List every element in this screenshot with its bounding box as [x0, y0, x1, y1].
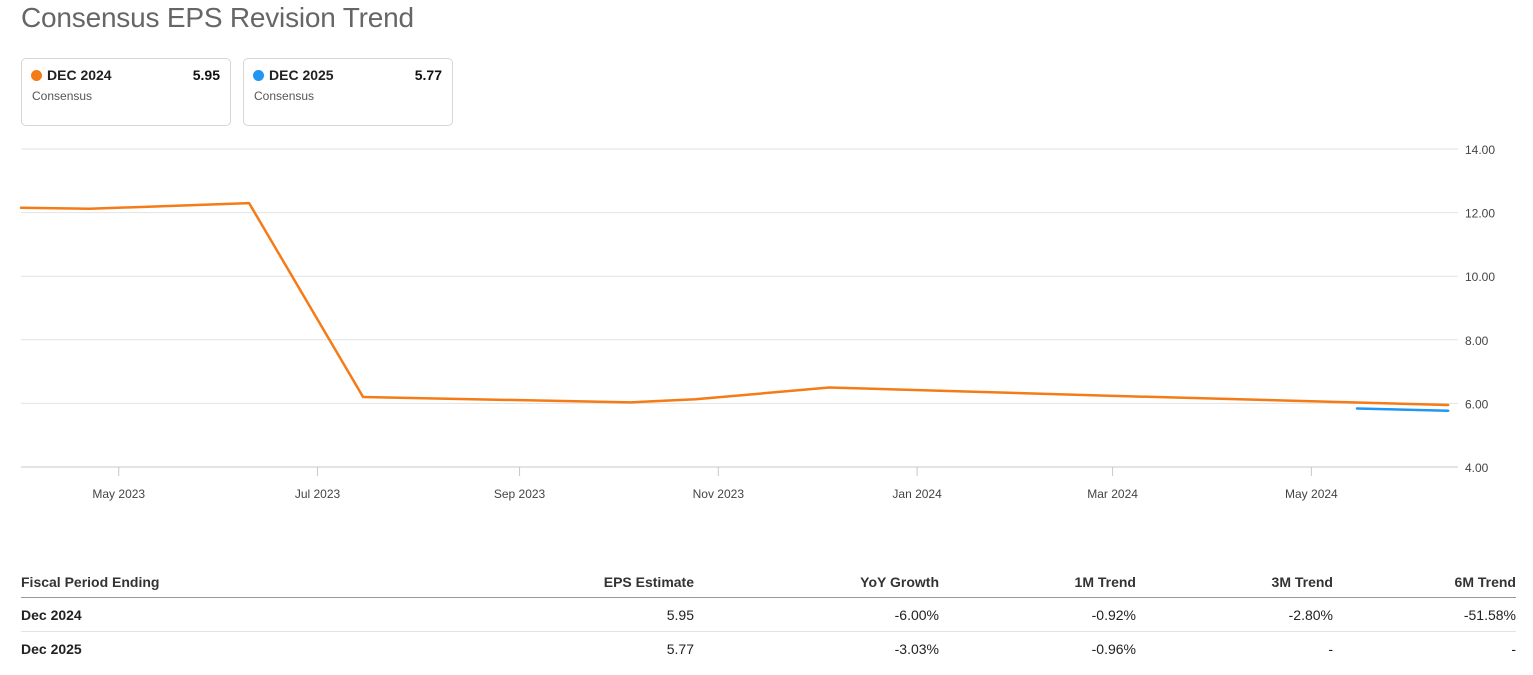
series-dot-icon: [253, 70, 264, 81]
trend-1m-cell: -0.92%: [939, 597, 1136, 632]
column-header[interactable]: 1M Trend: [939, 566, 1136, 598]
legend-period: DEC 2025: [269, 67, 334, 83]
y-tick-label: 8.00: [1465, 334, 1489, 348]
trend-3m-cell: -: [1328, 640, 1333, 657]
y-tick-label: 14.00: [1465, 143, 1495, 157]
eps-estimates-table: Fiscal Period Ending EPS Estimate YoY Gr…: [21, 566, 1516, 665]
period-cell: Dec 2025: [21, 640, 82, 657]
table-row: Dec 2024 5.95 -6.00% -0.92% -2.80% -51.5…: [21, 597, 1516, 632]
legend-value: 5.77: [414, 67, 442, 83]
y-tick-label: 6.00: [1465, 397, 1489, 411]
trend-6m-cell: -: [1511, 640, 1516, 657]
x-tick-label: Sep 2023: [494, 487, 546, 501]
x-tick-label: Nov 2023: [693, 487, 745, 501]
legend-sub: Consensus: [254, 89, 315, 103]
yoy-cell: -6.00%: [694, 597, 939, 632]
series-line-dec-2024: [19, 201, 1450, 407]
yoy-cell: -3.03%: [894, 640, 939, 657]
y-tick-label: 4.00: [1465, 461, 1489, 475]
table-header-row: Fiscal Period Ending EPS Estimate YoY Gr…: [21, 566, 1516, 598]
column-header[interactable]: 6M Trend: [1333, 566, 1516, 598]
column-header[interactable]: Fiscal Period Ending: [21, 566, 321, 598]
x-tick-label: Mar 2024: [1087, 487, 1138, 501]
legend-value: 5.95: [192, 67, 220, 83]
trend-3m-cell: -2.80%: [1136, 597, 1333, 632]
x-tick-label: Jan 2024: [892, 487, 942, 501]
eps-cell: 5.77: [666, 640, 694, 657]
x-tick-label: May 2024: [1285, 487, 1338, 501]
trend-6m-cell: -51.58%: [1333, 597, 1516, 632]
legend-sub: Consensus: [32, 89, 93, 103]
eps-cell: 5.95: [321, 597, 694, 632]
column-header[interactable]: EPS Estimate: [321, 566, 694, 598]
table-row: Dec 2025 5.77 -3.03% -0.96% - -: [21, 632, 1516, 666]
legend-card-dec-2024[interactable]: DEC 2024 5.95 Consensus: [21, 58, 231, 126]
y-tick-label: 10.00: [1465, 270, 1495, 284]
period-cell: Dec 2024: [21, 597, 321, 632]
legend-card-dec-2025[interactable]: DEC 2025 5.77 Consensus: [243, 58, 453, 126]
series-dot-icon: [31, 70, 42, 81]
y-tick-label: 12.00: [1465, 207, 1495, 221]
column-header[interactable]: YoY Growth: [694, 566, 939, 598]
trend-1m-cell: -0.96%: [1091, 640, 1136, 657]
eps-line-chart: 14.00 12.00 10.00 8.00 6.00 4.00 May 2023 Jul 2…: [19, 143, 1495, 501]
chart-title: Consensus EPS Revision Trend: [21, 2, 414, 33]
series-line-dec-2025: [1355, 407, 1450, 412]
legend-period: DEC 2024: [47, 67, 112, 83]
x-tick-label: Jul 2023: [295, 487, 341, 501]
x-tick-label: May 2023: [92, 487, 145, 501]
column-header[interactable]: 3M Trend: [1136, 566, 1333, 598]
